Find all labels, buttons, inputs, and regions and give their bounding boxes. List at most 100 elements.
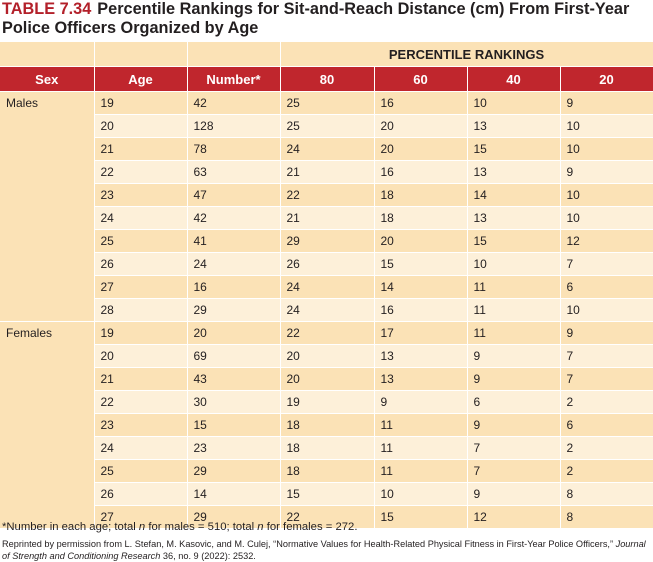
- p60-cell: 13: [374, 367, 468, 391]
- age-cell: 28: [94, 298, 188, 322]
- table-row: 25 41 29 20 15 12: [0, 229, 653, 253]
- p60-cell: 11: [374, 436, 468, 460]
- p80-cell: 18: [280, 436, 375, 460]
- credit-citation: 36, no. 9 (2022): 2532.: [160, 551, 256, 561]
- p20-cell: 9: [560, 321, 653, 345]
- p60-cell: 18: [374, 183, 468, 207]
- credit-journal: Journal of Strength and Conditioning Res…: [2, 539, 646, 561]
- number-cell: 42: [187, 91, 281, 115]
- age-cell: 23: [94, 183, 188, 207]
- p20-cell: 2: [560, 390, 653, 414]
- p80-cell: 26: [280, 252, 375, 276]
- age-cell: 26: [94, 482, 188, 506]
- table-number: TABLE 7.34: [2, 0, 92, 18]
- p20-cell: 8: [560, 505, 653, 529]
- age-cell: 24: [94, 436, 188, 460]
- p80-cell: 18: [280, 413, 375, 437]
- number-cell: 16: [187, 275, 281, 299]
- age-cell: 19: [94, 321, 188, 345]
- p40-cell: 10: [467, 252, 561, 276]
- footnote-text: *Number in each age; total: [2, 521, 139, 533]
- p80-cell: 19: [280, 390, 375, 414]
- number-cell: 78: [187, 137, 281, 161]
- p80-cell: 21: [280, 160, 375, 184]
- table-row: 22 30 19 9 6 2: [0, 390, 653, 414]
- table-row: Males 19 42 25 16 10 9: [0, 91, 653, 322]
- col-header-p40: 40: [467, 66, 561, 92]
- col-header-p80: 80: [280, 66, 375, 92]
- age-cell: 22: [94, 160, 188, 184]
- p80-cell: 29: [280, 229, 375, 253]
- p40-cell: 13: [467, 114, 561, 138]
- p40-cell: 14: [467, 183, 561, 207]
- p80-cell: 22: [280, 321, 375, 345]
- table-row: Females 19 20 22 17 11 9: [0, 321, 653, 529]
- age-cell: 23: [94, 413, 188, 437]
- table-title-text: Percentile Rankings for Sit-and-Reach Di…: [2, 0, 630, 37]
- p80-cell: 18: [280, 459, 375, 483]
- age-cell: 21: [94, 137, 188, 161]
- p80-cell: 20: [280, 367, 375, 391]
- number-cell: 15: [187, 413, 281, 437]
- table-row: 24 42 21 18 13 10: [0, 206, 653, 230]
- p40-cell: 9: [467, 482, 561, 506]
- p60-cell: 20: [374, 137, 468, 161]
- p60-cell: 20: [374, 114, 468, 138]
- number-cell: 30: [187, 390, 281, 414]
- p20-cell: 9: [560, 91, 653, 115]
- p40-cell: 13: [467, 206, 561, 230]
- table-row: 26 14 15 10 9 8: [0, 482, 653, 506]
- footnote-n: n: [257, 521, 264, 533]
- number-cell: 41: [187, 229, 281, 253]
- p20-cell: 9: [560, 160, 653, 184]
- sex-cell: Females: [0, 321, 95, 529]
- col-header-age: Age: [94, 66, 188, 92]
- table-row: 23 15 18 11 9 6: [0, 413, 653, 437]
- table-title: TABLE 7.34 Percentile Rankings for Sit-an…: [2, 0, 652, 38]
- age-cell: 27: [94, 275, 188, 299]
- p60-cell: 11: [374, 459, 468, 483]
- p40-cell: 15: [467, 229, 561, 253]
- p40-cell: 7: [467, 459, 561, 483]
- number-cell: 29: [187, 459, 281, 483]
- p60-cell: 18: [374, 206, 468, 230]
- number-cell: 63: [187, 160, 281, 184]
- p20-cell: 10: [560, 298, 653, 322]
- p20-cell: 6: [560, 413, 653, 437]
- p20-cell: 7: [560, 344, 653, 368]
- p80-cell: 21: [280, 206, 375, 230]
- p40-cell: 7: [467, 436, 561, 460]
- age-cell: 19: [94, 91, 188, 115]
- group-header-row: PERCENTILE RANKINGS: [0, 42, 653, 67]
- p40-cell: 15: [467, 137, 561, 161]
- age-cell: 27: [94, 505, 188, 529]
- age-cell: 25: [94, 229, 188, 253]
- footnote-text: for females = 272.: [263, 521, 358, 533]
- number-cell: 43: [187, 367, 281, 391]
- p40-cell: 10: [467, 91, 561, 115]
- number-cell: 47: [187, 183, 281, 207]
- p20-cell: 2: [560, 436, 653, 460]
- p80-cell: 25: [280, 91, 375, 115]
- p80-cell: 25: [280, 114, 375, 138]
- p60-cell: 15: [374, 505, 468, 529]
- p60-cell: 10: [374, 482, 468, 506]
- p40-cell: 9: [467, 413, 561, 437]
- p80-cell: 20: [280, 344, 375, 368]
- number-cell: 24: [187, 252, 281, 276]
- age-cell: 20: [94, 344, 188, 368]
- col-header-sex: Sex: [0, 66, 95, 92]
- p20-cell: 10: [560, 183, 653, 207]
- number-cell: 69: [187, 344, 281, 368]
- p60-cell: 17: [374, 321, 468, 345]
- p60-cell: 20: [374, 229, 468, 253]
- p60-cell: 16: [374, 91, 468, 115]
- p20-cell: 10: [560, 206, 653, 230]
- number-cell: 14: [187, 482, 281, 506]
- p40-cell: 11: [467, 298, 561, 322]
- number-cell: 29: [187, 505, 281, 529]
- table-row: 20 69 20 13 9 7: [0, 344, 653, 368]
- col-header-number: Number*: [187, 66, 281, 92]
- p80-cell: 24: [280, 298, 375, 322]
